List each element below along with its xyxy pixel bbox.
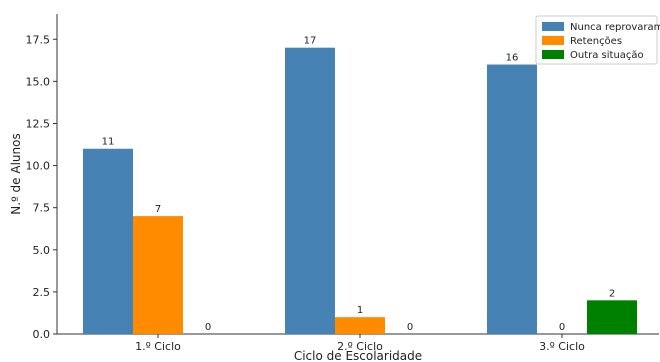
bar: [487, 64, 537, 335]
y-tick-label: 5.0: [33, 244, 51, 257]
legend-label: Nunca reprovaram: [570, 22, 660, 33]
y-tick-label: 12.5: [26, 117, 51, 130]
x-axis-title: Ciclo de Escolaridade: [294, 349, 422, 362]
legend-label: Outra situação: [570, 50, 644, 61]
bar: [83, 148, 133, 334]
y-tick-label: 2.5: [33, 286, 51, 299]
data-label: 0: [407, 322, 413, 333]
y-tick-label: 10.0: [26, 160, 51, 173]
legend-swatch: [542, 50, 564, 59]
x-tick-label: 2.º Ciclo: [337, 340, 383, 353]
data-label: 1: [357, 305, 363, 316]
data-label: 2: [609, 288, 615, 299]
x-tick-label: 1.º Ciclo: [135, 340, 181, 353]
bar: [335, 317, 385, 334]
y-tick-label: 15.0: [26, 75, 51, 88]
y-tick-label: 17.5: [26, 33, 51, 46]
axes: 0.0 2.5 5.0 7.5 10.0 12.5 15.0 17.5 1.º Ciclo 2.º…: [26, 14, 659, 353]
data-label: 16: [506, 53, 519, 64]
bar: [285, 47, 335, 335]
y-tick-label: 7.5: [33, 202, 51, 215]
data-label: 0: [559, 322, 565, 333]
legend-swatch: [542, 22, 564, 31]
bar: [133, 216, 183, 334]
bar: [587, 300, 637, 334]
y-tick-label: 0.0: [33, 328, 51, 341]
data-label: 0: [205, 322, 211, 333]
legend-swatch: [542, 36, 564, 45]
x-tick-label: 3.º Ciclo: [539, 340, 585, 353]
y-axis-title: N.º de Alunos: [9, 133, 23, 214]
data-labels: 11 7 0 17 1 0 16 0 2: [102, 36, 616, 333]
legend: Nunca reprovaram Retenções Outra situação: [535, 15, 660, 65]
data-label: 11: [102, 137, 115, 148]
bars: [83, 47, 637, 335]
data-label: 7: [155, 204, 161, 215]
legend-box: [535, 15, 658, 65]
legend-label: Retenções: [570, 36, 622, 47]
data-label: 17: [304, 36, 317, 47]
